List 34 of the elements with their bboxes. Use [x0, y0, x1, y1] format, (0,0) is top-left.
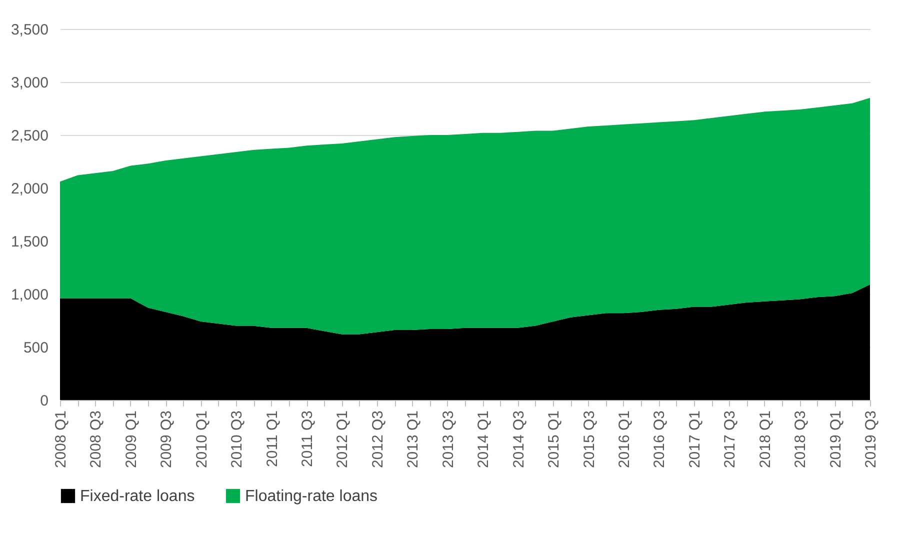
x-tick-label: 2013 Q1 — [404, 410, 422, 468]
x-tick-label: 2018 Q1 — [756, 410, 774, 468]
x-tick-label: 2011 Q1 — [264, 410, 281, 467]
x-tick-label: 2017 Q3 — [722, 410, 739, 468]
y-tick-label: 1,500 — [10, 234, 48, 250]
x-tick-label: 2016 Q3 — [651, 410, 668, 468]
x-tick-label: 2009 Q3 — [158, 410, 176, 468]
x-tick-label: 2016 Q1 — [616, 410, 633, 468]
x-tick-label: 2013 Q3 — [440, 410, 457, 468]
x-tick-label: 2018 Q3 — [792, 410, 810, 468]
x-tick-label: 2011 Q3 — [299, 410, 316, 467]
y-tick-label: 2,500 — [10, 128, 48, 144]
x-tick-label: 2009 Q1 — [122, 410, 140, 468]
x-tick-label: 2019 Q1 — [827, 410, 844, 468]
y-tick-label: 0 — [40, 392, 48, 410]
x-tick-label: 2010 Q3 — [228, 410, 246, 468]
x-tick-label: 2014 Q1 — [475, 410, 492, 468]
y-tick-label: 3,500 — [10, 22, 48, 38]
y-tick-label: 3,000 — [10, 74, 48, 92]
y-tick-label: 500 — [23, 340, 48, 356]
x-tick-label: 2008 Q1 — [52, 410, 70, 468]
x-tick-label: 2017 Q1 — [686, 410, 704, 468]
x-tick-label: 2015 Q1 — [546, 410, 563, 468]
legend-label: Fixed-rate loans — [80, 488, 195, 505]
x-tick-label: 2019 Q3 — [862, 410, 880, 468]
x-tick-label: 2012 Q3 — [369, 410, 386, 468]
x-tick-label: 2015 Q3 — [580, 410, 598, 468]
legend-label: Floating-rate loans — [245, 488, 378, 505]
y-tick-label: 1,000 — [10, 286, 48, 304]
x-tick-label: 2008 Q3 — [88, 410, 105, 468]
y-tick-label: 2,000 — [10, 180, 48, 198]
x-tick-label: 2014 Q3 — [510, 410, 528, 468]
x-tick-label: 2012 Q1 — [334, 410, 352, 468]
x-tick-label: 2010 Q1 — [193, 410, 210, 468]
